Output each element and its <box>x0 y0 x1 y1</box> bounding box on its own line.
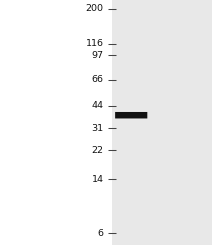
Text: 200: 200 <box>86 4 104 13</box>
Text: 66: 66 <box>92 75 104 84</box>
Text: 97: 97 <box>92 51 104 60</box>
Text: 14: 14 <box>92 175 104 184</box>
Text: 44: 44 <box>92 101 104 110</box>
FancyBboxPatch shape <box>115 112 147 119</box>
Text: 6: 6 <box>98 229 104 238</box>
Text: 31: 31 <box>92 124 104 133</box>
Text: 116: 116 <box>86 39 104 48</box>
Bar <box>112 0 212 245</box>
Text: 22: 22 <box>92 146 104 155</box>
